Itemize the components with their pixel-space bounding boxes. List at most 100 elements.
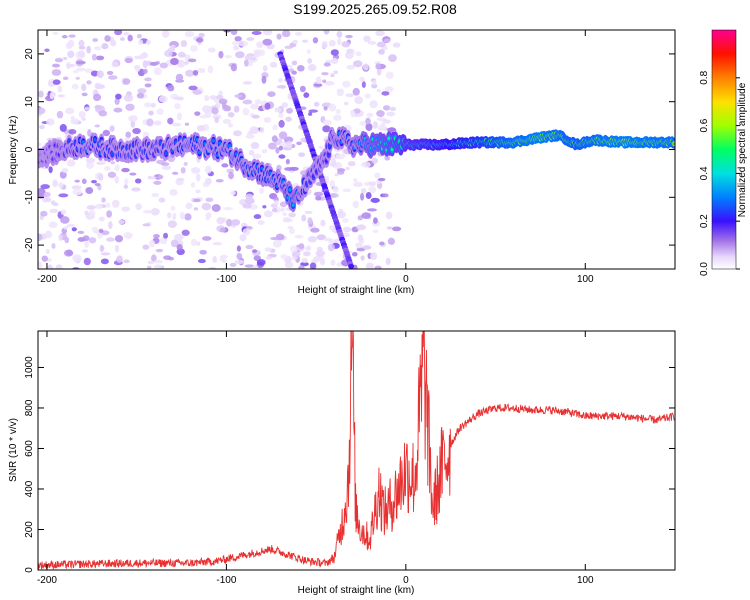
heatmap-speckle: [86, 205, 96, 210]
colorbar: 0.0 0.2 0.4 0.6 0.8 Normalized spectral ampl…: [699, 29, 748, 276]
heatmap-speckle: [150, 207, 160, 216]
heatmap-speckle: [374, 265, 382, 269]
heatmap-speckle: [350, 110, 356, 118]
x-tick-label: -100: [216, 274, 236, 285]
heatmap-speckle: [127, 34, 133, 42]
heatmap-speckle: [362, 63, 369, 71]
y-tick-label: 200: [24, 521, 35, 538]
heatmap-speckle: [215, 95, 224, 100]
heatmap-speckle: [119, 37, 125, 41]
heatmap-speckle: [142, 209, 153, 214]
heatmap-speckle: [115, 93, 122, 100]
heatmap-speckle: [291, 251, 301, 257]
heatmap-ridge-core: [286, 196, 290, 200]
heatmap-speckle: [376, 41, 386, 48]
heatmap-speckle: [45, 197, 52, 203]
heatmap-speckle: [156, 108, 164, 115]
heatmap-speckle: [75, 60, 86, 65]
heatmap-speckle: [38, 142, 42, 147]
heatmap-speckle: [345, 166, 350, 171]
heatmap-speckle: [320, 219, 326, 227]
colorbar-tick-label: 0.2: [699, 214, 710, 228]
heatmap-speckle: [291, 60, 298, 66]
y-tick-label: 20: [24, 48, 35, 60]
heatmap-speckle: [230, 30, 238, 35]
heatmap-speckle: [111, 61, 119, 68]
heatmap-speckle: [193, 198, 201, 203]
heatmap-speckle: [355, 242, 363, 249]
heatmap-speckle: [123, 259, 130, 264]
heatmap-speckle: [195, 37, 204, 43]
heatmap-speckle: [275, 147, 280, 154]
heatmap-speckle: [234, 94, 243, 98]
colorbar-tick-label: 0.0: [699, 262, 710, 276]
heatmap-speckle: [278, 145, 284, 151]
heatmap-speckle: [252, 249, 258, 253]
heatmap-speckle: [158, 197, 166, 203]
heatmap-speckle: [355, 51, 362, 57]
heatmap-speckle: [72, 254, 82, 263]
heatmap-speckle: [227, 123, 234, 128]
heatmap-speckle: [319, 257, 326, 266]
heatmap-speckle: [294, 31, 303, 36]
heatmap-speckle: [193, 207, 199, 211]
heatmap-speckle: [226, 168, 235, 174]
x-tick-label: 100: [577, 274, 594, 285]
heatmap-speckle: [219, 255, 228, 259]
heatmap-speckle: [58, 182, 64, 189]
heatmap-speckle: [192, 89, 203, 95]
heatmap-speckle: [74, 179, 80, 183]
heatmap-speckle: [75, 76, 81, 80]
heatmap-ridge-core: [228, 143, 232, 148]
heatmap-speckle: [107, 171, 117, 178]
heatmap-speckle: [359, 76, 365, 82]
heatmap-speckle: [262, 65, 268, 72]
colorbar-tick-label: 0.6: [699, 118, 710, 132]
heatmap-speckle: [342, 232, 350, 238]
heatmap-speckle: [365, 262, 374, 269]
heatmap-speckle: [52, 79, 61, 85]
heatmap-speckle: [376, 88, 382, 93]
heatmap-speckle: [284, 261, 294, 268]
heatmap-speckle: [307, 217, 313, 225]
heatmap-speckle: [249, 126, 260, 134]
heatmap-speckle: [243, 55, 254, 60]
heatmap-speckle: [121, 167, 130, 173]
heatmap-speckle: [265, 256, 273, 260]
heatmap-speckle: [321, 72, 329, 76]
heatmap-speckle: [61, 167, 69, 173]
heatmap-speckle: [233, 45, 240, 51]
heatmap-ridge-core: [291, 203, 295, 207]
heatmap-speckle: [360, 255, 365, 261]
snr-frame: [37, 330, 676, 571]
heatmap-speckle: [223, 30, 232, 33]
heatmap-speckle: [315, 195, 322, 201]
heatmap-speckle: [278, 112, 284, 118]
heatmap-speckle: [153, 264, 163, 269]
heatmap-speckle: [372, 121, 378, 129]
heatmap-speckle: [177, 51, 186, 58]
heatmap-speckle: [114, 175, 119, 184]
heatmap-speckle: [336, 37, 342, 46]
heatmap-speckle: [253, 214, 262, 220]
heatmap-speckle: [118, 220, 125, 225]
heatmap-speckle: [294, 234, 304, 239]
heatmap-speckle: [352, 60, 363, 68]
heatmap-speckle: [106, 237, 115, 242]
heatmap-speckle: [288, 212, 296, 218]
heatmap-speckle: [142, 244, 150, 250]
heatmap-speckle: [362, 245, 372, 250]
heatmap-speckle: [101, 197, 106, 203]
heatmap-speckle: [342, 80, 351, 88]
heatmap-speckle: [205, 197, 214, 202]
heatmap-speckle: [257, 220, 265, 225]
heatmap-speckle: [322, 79, 327, 83]
heatmap-speckle: [204, 165, 212, 174]
heatmap-speckle: [330, 73, 335, 78]
heatmap-speckle: [67, 39, 75, 48]
heatmap-speckle: [283, 136, 294, 143]
heatmap-speckle: [212, 241, 223, 246]
heatmap-speckle: [308, 111, 313, 116]
snr-series: [38, 331, 675, 570]
